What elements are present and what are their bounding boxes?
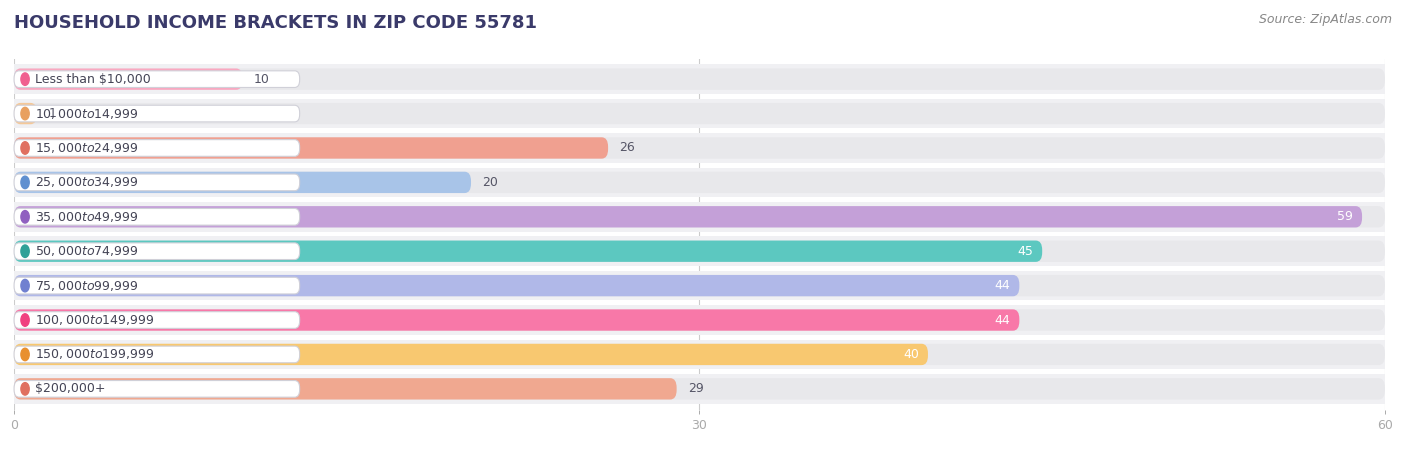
FancyBboxPatch shape — [14, 206, 1362, 227]
FancyBboxPatch shape — [14, 208, 299, 225]
Text: 20: 20 — [482, 176, 498, 189]
FancyBboxPatch shape — [14, 236, 1385, 266]
Circle shape — [21, 245, 30, 257]
Circle shape — [21, 107, 30, 120]
FancyBboxPatch shape — [14, 340, 1385, 369]
FancyBboxPatch shape — [14, 172, 471, 193]
Text: $25,000 to $34,999: $25,000 to $34,999 — [35, 176, 138, 189]
FancyBboxPatch shape — [14, 137, 609, 159]
Text: $200,000+: $200,000+ — [35, 382, 105, 396]
Text: 44: 44 — [994, 314, 1011, 327]
FancyBboxPatch shape — [14, 202, 1385, 232]
FancyBboxPatch shape — [14, 243, 299, 260]
Circle shape — [21, 211, 30, 223]
Text: $10,000 to $14,999: $10,000 to $14,999 — [35, 107, 138, 121]
FancyBboxPatch shape — [14, 271, 1385, 301]
Text: 1: 1 — [48, 107, 56, 120]
Text: $75,000 to $99,999: $75,000 to $99,999 — [35, 279, 138, 292]
Text: 40: 40 — [903, 348, 920, 361]
FancyBboxPatch shape — [14, 275, 1019, 296]
Text: HOUSEHOLD INCOME BRACKETS IN ZIP CODE 55781: HOUSEHOLD INCOME BRACKETS IN ZIP CODE 55… — [14, 14, 537, 32]
Circle shape — [21, 348, 30, 361]
Circle shape — [21, 279, 30, 292]
Text: 45: 45 — [1017, 245, 1033, 258]
Text: $50,000 to $74,999: $50,000 to $74,999 — [35, 244, 138, 258]
FancyBboxPatch shape — [14, 275, 1385, 296]
FancyBboxPatch shape — [14, 99, 1385, 128]
Circle shape — [21, 382, 30, 395]
FancyBboxPatch shape — [14, 344, 928, 365]
FancyBboxPatch shape — [14, 172, 1385, 193]
Text: Source: ZipAtlas.com: Source: ZipAtlas.com — [1258, 14, 1392, 27]
FancyBboxPatch shape — [14, 68, 243, 90]
FancyBboxPatch shape — [14, 71, 299, 87]
FancyBboxPatch shape — [14, 374, 1385, 404]
FancyBboxPatch shape — [14, 137, 1385, 159]
FancyBboxPatch shape — [14, 103, 1385, 124]
FancyBboxPatch shape — [14, 174, 299, 191]
FancyBboxPatch shape — [14, 241, 1385, 262]
FancyBboxPatch shape — [14, 344, 1385, 365]
FancyBboxPatch shape — [14, 241, 1042, 262]
FancyBboxPatch shape — [14, 103, 37, 124]
FancyBboxPatch shape — [14, 381, 299, 397]
Circle shape — [21, 176, 30, 189]
FancyBboxPatch shape — [14, 346, 299, 363]
FancyBboxPatch shape — [14, 206, 1385, 227]
FancyBboxPatch shape — [14, 309, 1019, 331]
FancyBboxPatch shape — [14, 140, 299, 156]
Circle shape — [21, 73, 30, 86]
FancyBboxPatch shape — [14, 68, 1385, 90]
Text: $100,000 to $149,999: $100,000 to $149,999 — [35, 313, 155, 327]
Circle shape — [21, 314, 30, 326]
FancyBboxPatch shape — [14, 378, 676, 400]
FancyBboxPatch shape — [14, 305, 1385, 335]
Text: $35,000 to $49,999: $35,000 to $49,999 — [35, 210, 138, 224]
FancyBboxPatch shape — [14, 312, 299, 328]
FancyBboxPatch shape — [14, 277, 299, 294]
FancyBboxPatch shape — [14, 309, 1385, 331]
Text: $150,000 to $199,999: $150,000 to $199,999 — [35, 347, 155, 361]
FancyBboxPatch shape — [14, 133, 1385, 163]
Text: 26: 26 — [620, 141, 636, 154]
FancyBboxPatch shape — [14, 378, 1385, 400]
Text: 59: 59 — [1337, 210, 1353, 223]
Text: Less than $10,000: Less than $10,000 — [35, 72, 150, 86]
Circle shape — [21, 142, 30, 154]
FancyBboxPatch shape — [14, 64, 1385, 94]
FancyBboxPatch shape — [14, 105, 299, 122]
Text: $15,000 to $24,999: $15,000 to $24,999 — [35, 141, 138, 155]
Text: 44: 44 — [994, 279, 1011, 292]
FancyBboxPatch shape — [14, 167, 1385, 197]
Text: 29: 29 — [688, 382, 704, 396]
Text: 10: 10 — [254, 72, 270, 86]
